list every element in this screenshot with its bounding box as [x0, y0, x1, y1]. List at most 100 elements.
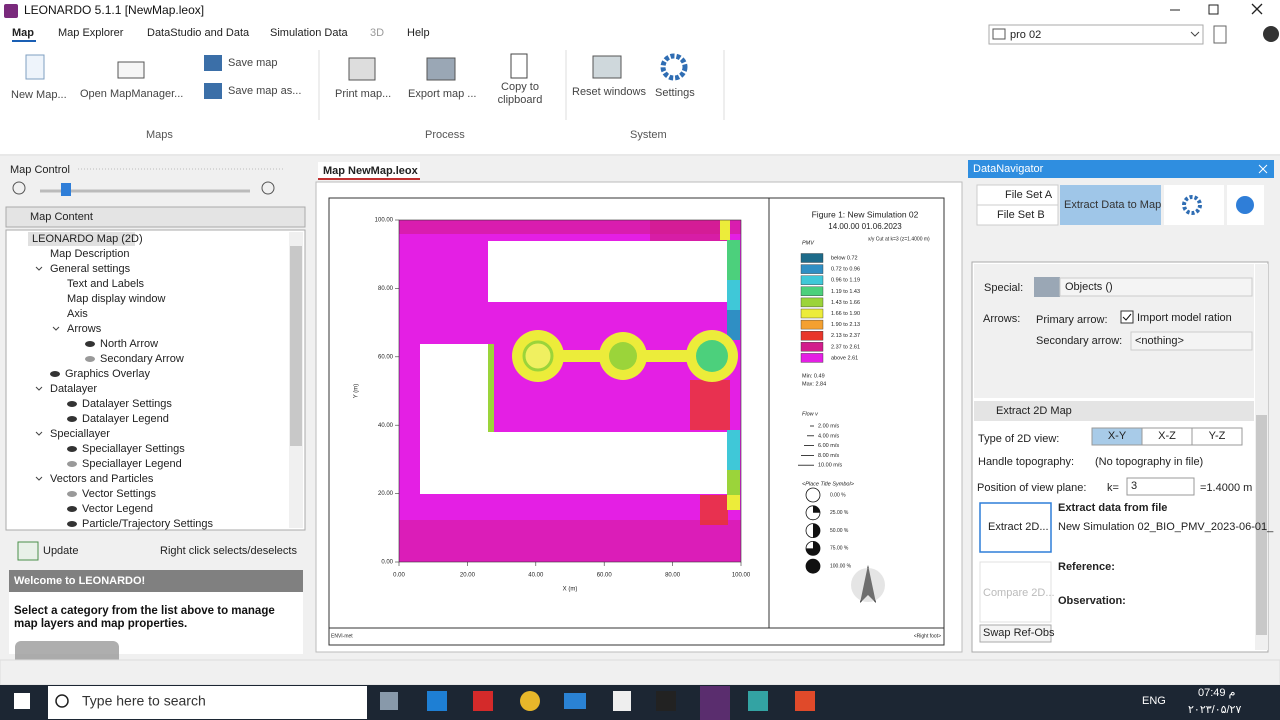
extract-tab[interactable]: Extract Data to Map	[1064, 199, 1161, 211]
section-header[interactable]	[974, 401, 1254, 421]
special-value[interactable]: Objects ()	[1065, 281, 1113, 293]
reset-icon[interactable]	[592, 55, 622, 79]
swap-button[interactable]	[979, 624, 1052, 643]
view-option[interactable]: Y-Z	[1209, 430, 1226, 442]
extract-tab[interactable]	[1060, 185, 1161, 225]
save-as-icon[interactable]	[204, 83, 222, 99]
ribbon-button-label[interactable]: Settings	[655, 87, 695, 99]
visibility-eye[interactable]	[67, 416, 77, 422]
open-icon[interactable]	[117, 61, 145, 79]
visibility-eye[interactable]	[85, 341, 95, 347]
scroll-thumb[interactable]	[290, 246, 302, 446]
navigator-close[interactable]	[1258, 164, 1268, 174]
ribbon-button-label[interactable]: Copy to clipboard	[497, 81, 543, 106]
tree-item[interactable]: Particle/Trajectory Settings	[82, 518, 214, 530]
k-value[interactable]: 3	[1131, 480, 1137, 492]
file-set-a[interactable]: File Set A	[1005, 189, 1053, 201]
swap[interactable]: Swap Ref-Obs	[983, 627, 1055, 639]
tree-item[interactable]: LEONARDO Map (2D)	[32, 233, 143, 245]
project-name[interactable]: pro 02	[1010, 29, 1041, 41]
ribbon-button-label[interactable]: Export map ...	[408, 88, 476, 100]
ribbon-button-label[interactable]: Open MapManager...	[80, 88, 183, 100]
import-checkbox[interactable]	[1120, 310, 1134, 324]
tree-item[interactable]: Vector Settings	[82, 488, 156, 500]
expander[interactable]	[35, 266, 43, 271]
menu-item[interactable]: DataStudio and Data	[147, 27, 250, 39]
taskbar-app[interactable]	[564, 693, 586, 709]
tree-item[interactable]: Text and Labels	[67, 278, 145, 290]
extract-button[interactable]	[979, 502, 1052, 553]
visibility-eye[interactable]	[67, 521, 77, 527]
update-button[interactable]: Update	[43, 545, 78, 557]
menu-item[interactable]: Map Explorer	[58, 27, 124, 39]
view-option[interactable]: X-Y	[1108, 430, 1127, 442]
taskbar-app[interactable]	[748, 691, 768, 711]
zoom-thumb[interactable]	[61, 183, 71, 196]
restore-button[interactable]	[1208, 4, 1219, 15]
file-set-b-tab[interactable]	[976, 204, 1059, 226]
taskbar-app[interactable]	[613, 691, 631, 711]
visibility-eye[interactable]	[67, 491, 77, 497]
visibility-eye[interactable]	[67, 461, 77, 467]
expander[interactable]	[35, 476, 43, 481]
taskbar-app[interactable]	[520, 691, 540, 711]
project-combo[interactable]	[988, 24, 1204, 45]
tree-item[interactable]: General settings	[50, 263, 131, 275]
tree-icon[interactable]	[1213, 25, 1227, 44]
tree-item[interactable]: Secondary Arrow	[100, 353, 184, 365]
map-tab[interactable]	[318, 162, 420, 180]
expander[interactable]	[35, 431, 43, 436]
view-yz[interactable]	[1191, 427, 1243, 446]
tree-item[interactable]: Axis	[67, 308, 88, 320]
tree-item[interactable]: North Arrow	[100, 338, 158, 350]
start-button[interactable]	[14, 693, 30, 709]
map-content-header[interactable]	[5, 206, 306, 228]
section-header[interactable]: Map Content	[30, 211, 93, 223]
close-button[interactable]	[1251, 3, 1263, 15]
tree-item[interactable]: Map Description	[50, 248, 129, 260]
expander[interactable]	[35, 386, 43, 391]
tree-item[interactable]: Arrows	[67, 323, 102, 335]
taskbar-app[interactable]	[427, 691, 447, 711]
extract-button[interactable]: Extract 2D...	[988, 521, 1049, 533]
print-icon[interactable]	[348, 57, 376, 81]
expander[interactable]	[52, 326, 60, 331]
tree-item[interactable]: Graphics Overlay	[65, 368, 150, 380]
compare-button[interactable]	[979, 561, 1052, 623]
search-placeholder[interactable]: Type here to search	[82, 693, 206, 709]
tree-item[interactable]: Vector Legend	[82, 503, 153, 515]
k-spinner[interactable]	[1126, 477, 1195, 496]
help-button[interactable]	[1263, 26, 1279, 42]
ribbon-button-label[interactable]: Print map...	[335, 88, 391, 100]
taskbar-app[interactable]	[380, 692, 398, 710]
update-icon[interactable]	[17, 541, 39, 561]
secondary-combo[interactable]	[1130, 331, 1253, 351]
tree-item[interactable]: Vectors and Particles	[50, 473, 154, 485]
taskbar-app[interactable]	[473, 691, 493, 711]
zoom-in[interactable]	[261, 181, 275, 195]
menu-item[interactable]: Map	[12, 27, 34, 39]
ribbon-button-label[interactable]: Reset windows	[572, 86, 646, 98]
ribbon-button-label[interactable]: New Map...	[11, 89, 67, 101]
export-icon[interactable]	[426, 57, 456, 81]
compare-button[interactable]: Compare 2D...	[983, 587, 1055, 599]
tree-item[interactable]: Speciallayer	[50, 428, 110, 440]
taskbar-app-active[interactable]	[700, 686, 730, 720]
visibility-eye[interactable]	[67, 446, 77, 452]
tree-item[interactable]: Datalayer Legend	[82, 413, 169, 425]
tree-item[interactable]: Map display window	[67, 293, 165, 305]
visibility-eye[interactable]	[67, 506, 77, 512]
section[interactable]: Extract 2D Map	[996, 405, 1072, 417]
tree-item[interactable]: Speciallayer Legend	[82, 458, 182, 470]
menu-item[interactable]: Simulation Data	[270, 27, 349, 39]
menu-item[interactable]: 3D	[370, 27, 384, 39]
special-icon[interactable]	[1034, 277, 1060, 297]
settings-icon[interactable]	[660, 53, 688, 81]
tree-item[interactable]: Speciallayer Settings	[82, 443, 185, 455]
menu-item[interactable]: Help	[407, 27, 430, 39]
view-option[interactable]: X-Z	[1158, 430, 1176, 442]
ribbon-button-label[interactable]: Save map as...	[228, 85, 301, 97]
tree-item[interactable]: Datalayer Settings	[82, 398, 172, 410]
ribbon-button-label[interactable]: Save map	[228, 57, 278, 69]
visibility-eye[interactable]	[85, 356, 95, 362]
